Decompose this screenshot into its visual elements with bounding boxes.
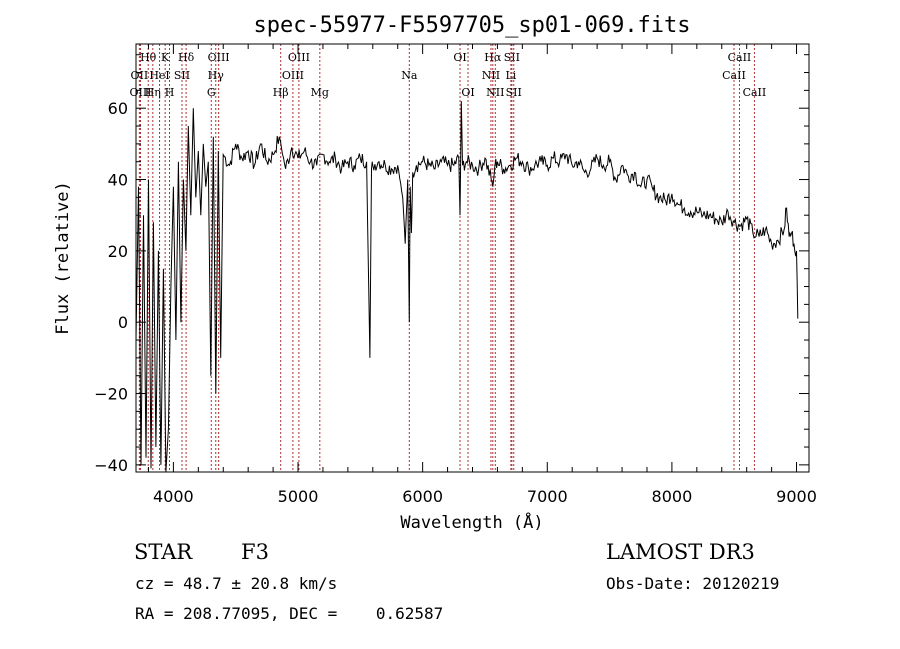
line-label-4: Hη [145,86,161,99]
line-label-5: K [161,51,170,64]
line-label-20: NII [482,69,500,82]
object-class: STAR [134,540,193,564]
x-tick-label-4: 8000 [652,487,693,506]
line-label-0: Hθ [140,51,157,64]
y-tick-label-2: 0 [118,313,128,332]
line-label-27: CaII [743,86,767,99]
y-tick-label-5: 60 [108,99,128,118]
line-label-18: OI [461,86,474,99]
line-label-7: H [165,86,175,99]
plot-frame [135,43,810,473]
x-tick-label-2: 6000 [402,487,443,506]
y-tick-label-0: −40 [94,456,128,475]
obs-date: Obs-Date: 20120219 [606,574,780,593]
line-label-6: SII [174,69,190,82]
line-label-2: OIII [129,86,151,99]
x-tick-label-1: 5000 [278,487,319,506]
line-label-12: Hβ [273,86,289,99]
object-subclass: F3 [241,540,269,564]
line-label-14: OIII [282,69,304,82]
line-label-11: G [207,86,216,99]
y-axis-label: Flux (relative) [53,181,73,335]
line-label-10: Hγ [208,69,225,82]
line-label-17: OI [453,51,466,64]
line-label-13: OIII [288,51,310,64]
survey-name: LAMOST DR3 [606,540,755,564]
line-label-25: CaII [728,51,752,64]
redshift-info: cz = 48.7 ± 20.8 km/s [135,574,338,593]
x-tick-label-5: 9000 [776,487,817,506]
line-label-23: Li [505,69,516,82]
line-label-24: SII [506,86,522,99]
x-tick-label-0: 4000 [153,487,194,506]
x-axis-label: Wavelength (Å) [400,511,543,533]
line-label-16: Na [401,69,418,82]
y-tick-label-3: 20 [108,242,128,261]
line-label-15: Mg [311,86,329,99]
line-label-21: NII [486,86,504,99]
ra-dec-info: RA = 208.77095, DEC = 0.62587 [135,604,444,623]
line-label-1: OII [131,69,149,82]
line-label-9: OIII [208,51,230,64]
line-label-19: Hα [484,51,502,64]
chart-title: spec-55977-F5597705_sp01-069.fits [253,13,690,38]
spectrum-line [135,101,799,473]
y-tick-label-1: −20 [94,385,128,404]
line-label-26: CaII [722,69,746,82]
x-tick-label-3: 7000 [527,487,568,506]
y-tick-label-4: 40 [108,171,128,190]
axis-ticks: 4000 5000 6000 7000 8000 9000 −40 −20 0 20 40 60 [94,44,817,506]
line-label-22: SII [504,51,520,64]
line-label-8: Hδ [178,51,195,64]
